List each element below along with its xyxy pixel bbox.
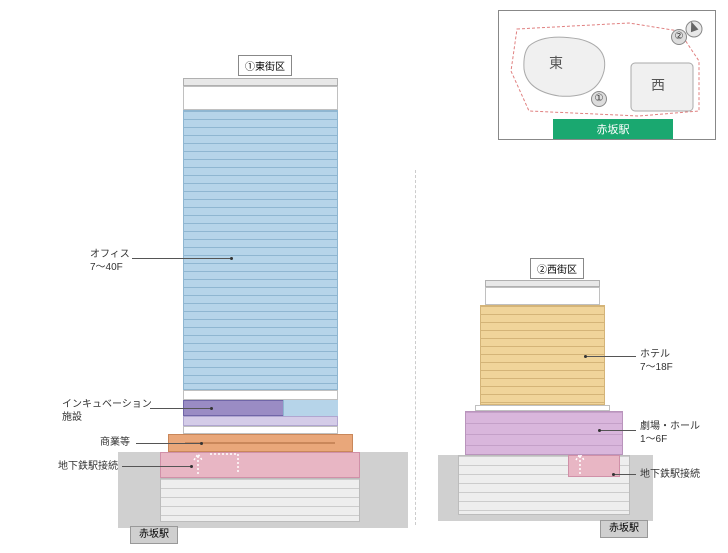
leader [614,474,636,475]
east-gap1 [183,86,338,110]
west-subway-label: 地下鉄駅接続 [640,468,700,481]
east-station-label: 赤坂駅 [130,526,178,544]
site-map: 東 西 ① ② 赤坂駅 [498,10,716,140]
leader-dot [200,442,203,445]
east-roof [183,78,338,86]
vertical-divider [415,170,416,525]
east-title: ①東街区 [238,55,292,76]
leader-dot [230,257,233,260]
map-station-label: 赤坂駅 [553,119,673,139]
leader [122,466,190,467]
leader-dot [210,407,213,410]
leader [136,443,200,444]
west-gap2 [475,405,610,411]
east-subway-arrows-icon [188,450,248,480]
map-west-label: 西 [651,75,665,95]
east-incubation-label: インキュベーション 施設 [62,398,152,424]
leader [150,408,210,409]
east-underground [160,478,360,522]
leader-dot [612,473,615,476]
west-roof [485,280,600,287]
west-subway-arrows-icon [572,452,602,478]
map-marker-2: ② [671,29,687,45]
east-gap3 [183,426,338,434]
west-station-label: 赤坂駅 [600,520,648,538]
leader [586,356,636,357]
west-theater-label: 劇場・ホール 1～6F [640,420,700,446]
west-theater [465,411,623,455]
diagram-canvas: 東 西 ① ② 赤坂駅 ①東街区 オフィス 7～40F インキュベーション 施設… [0,0,728,553]
east-subway-label: 地下鉄駅接続 [58,460,118,473]
east-incubation-side [283,400,338,416]
east-office-label: オフィス 7～40F [90,248,130,274]
east-retail-label: 商業等 [100,436,130,449]
west-gap1 [485,287,600,305]
leader [132,258,230,259]
east-gap2 [183,390,338,400]
leader-dot [190,465,193,468]
west-title: ②西街区 [530,258,584,279]
east-retail-line [185,442,335,444]
east-incubation-lower [183,416,338,426]
leader-dot [598,429,601,432]
leader-dot [584,355,587,358]
map-marker-1: ① [591,91,607,107]
map-east-label: 東 [549,53,563,73]
east-office [183,110,338,390]
leader [600,430,636,431]
west-hotel-label: ホテル 7～18F [640,348,673,374]
